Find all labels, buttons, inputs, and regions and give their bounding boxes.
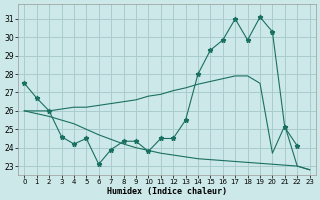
X-axis label: Humidex (Indice chaleur): Humidex (Indice chaleur) [107, 187, 227, 196]
